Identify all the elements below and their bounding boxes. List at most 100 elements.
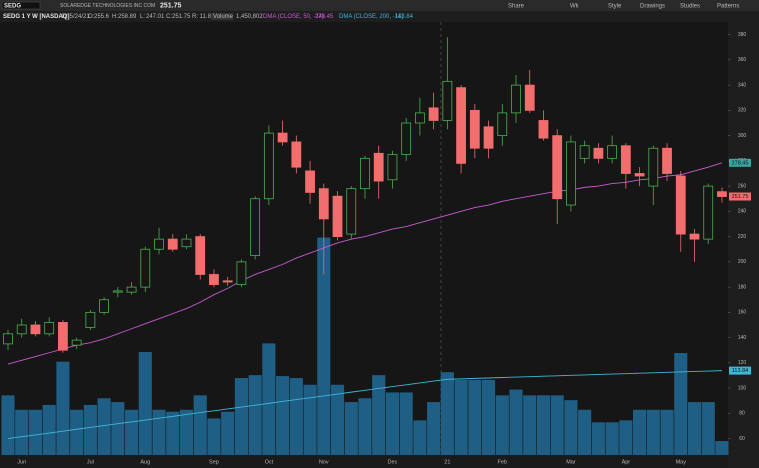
candle-body <box>126 286 137 293</box>
volume-bar <box>262 343 276 455</box>
candle-body <box>250 198 261 256</box>
toolbar <box>0 0 759 11</box>
y-tick-label: 380 <box>738 32 747 38</box>
toolbar-button[interactable]: Style <box>608 3 622 9</box>
y-tick-label: 320 <box>738 108 747 114</box>
ohlc-label: L: <box>140 14 145 20</box>
volume-bar <box>358 398 372 455</box>
candle-body <box>30 324 41 335</box>
candle-body <box>483 126 494 149</box>
candle-body <box>689 233 700 240</box>
candle-body <box>414 112 425 124</box>
volume-bar <box>125 409 139 455</box>
y-tick-label: 300 <box>738 133 747 139</box>
volume-bar <box>15 409 29 455</box>
dma50-tag-box <box>729 158 751 167</box>
last-price: 251.75 <box>160 3 182 10</box>
candle-body <box>318 188 329 220</box>
volume-bar <box>674 353 688 455</box>
volume-bar <box>97 398 111 455</box>
volume-bar <box>715 441 729 455</box>
toolbar-button[interactable]: Drawings <box>640 3 665 9</box>
volume-bar <box>605 422 619 455</box>
dma-line <box>7 162 723 365</box>
candle-body <box>360 157 370 190</box>
volume-bar <box>166 411 180 455</box>
candle-body <box>703 185 714 240</box>
legend-name: DMA (CLOSE, 50, -14) <box>263 14 324 20</box>
volume-bar <box>317 237 331 455</box>
ohlc-label: O: <box>88 14 95 20</box>
toolbar-button[interactable]: Studies <box>680 3 700 9</box>
volume-bar <box>468 379 482 455</box>
y-tick-label: 260 <box>738 183 747 189</box>
volume-bar <box>372 375 386 455</box>
toolbar-button[interactable]: Wk <box>570 3 580 9</box>
x-tick-label: Mar <box>566 459 576 465</box>
x-tick-label: Sep <box>209 459 219 465</box>
symbol: SEDG <box>4 3 21 9</box>
candle-body <box>675 175 686 235</box>
dma200-tag: 113.84 <box>732 368 748 374</box>
range: R: 11.88 <box>192 14 215 20</box>
volume-value: 1,450,802 <box>236 14 263 20</box>
candle-body <box>3 333 13 345</box>
candle-body <box>620 145 631 174</box>
y-tick-label: 140 <box>738 335 747 341</box>
toolbar-button[interactable]: Share <box>508 3 525 9</box>
x-tick-label: Jun <box>17 459 26 465</box>
volume-bar <box>221 411 235 455</box>
volume-bar <box>481 379 496 455</box>
y-tick-label: 200 <box>738 259 747 265</box>
candle-body <box>648 147 659 187</box>
legend-value: 278.45 <box>315 14 334 20</box>
volume-bar <box>83 404 97 455</box>
dma50-tag: 278.45 <box>732 160 749 166</box>
y-tick-label: 220 <box>738 234 747 240</box>
company: SOLAREDGE TECHNOLOGIES INC COM <box>60 3 155 9</box>
y-tick-label: 340 <box>738 82 747 88</box>
x-tick-label: Nov <box>319 459 329 465</box>
date: D: 5/24/21 <box>62 14 90 20</box>
volume-bar <box>427 402 441 455</box>
candle-body <box>593 147 604 159</box>
volume-bar <box>536 395 551 455</box>
candle-body <box>456 87 466 164</box>
y-tick-label: 120 <box>738 360 747 366</box>
y-tick-label: 360 <box>738 57 747 63</box>
volume-bar <box>440 372 454 455</box>
x-tick-label: Apr <box>622 459 631 465</box>
candle-body <box>346 188 357 235</box>
x-tick-label: May <box>676 459 687 465</box>
candle-body <box>387 154 398 181</box>
ohlc-value: 251.75 <box>172 14 191 20</box>
volume-bar <box>248 375 262 455</box>
candle-body <box>44 322 55 335</box>
volume-bar <box>495 395 509 455</box>
volume-bar <box>399 392 413 455</box>
candle-body <box>552 135 563 200</box>
volume-bar <box>550 395 564 455</box>
symbol-box[interactable] <box>1 1 41 10</box>
volume-bar <box>564 400 578 455</box>
volume-bar <box>454 379 468 455</box>
ohlc-label: H: <box>112 14 118 20</box>
candle-body <box>497 112 508 137</box>
volume-label: Volume <box>213 14 234 20</box>
dma200-tag-box <box>729 366 751 375</box>
candle-body <box>538 120 549 139</box>
candle-body <box>167 238 178 250</box>
dma-line <box>7 370 722 440</box>
y-tick-label: 180 <box>738 284 747 290</box>
candle-body <box>99 299 110 313</box>
candle-body <box>209 274 219 285</box>
price-axis <box>728 22 759 468</box>
legend-name: DMA (CLOSE, 200, -14) <box>339 14 403 20</box>
toolbar-button[interactable]: Patterns <box>717 3 739 9</box>
volume-bar <box>42 404 56 455</box>
candle-body <box>181 238 192 248</box>
ohlc-value: 255.6 <box>94 14 110 20</box>
volume-bar <box>633 409 647 455</box>
x-tick-label: Jul <box>87 459 94 465</box>
chart-title: SEDG 1 Y W [NASDAQ] <box>3 14 69 20</box>
